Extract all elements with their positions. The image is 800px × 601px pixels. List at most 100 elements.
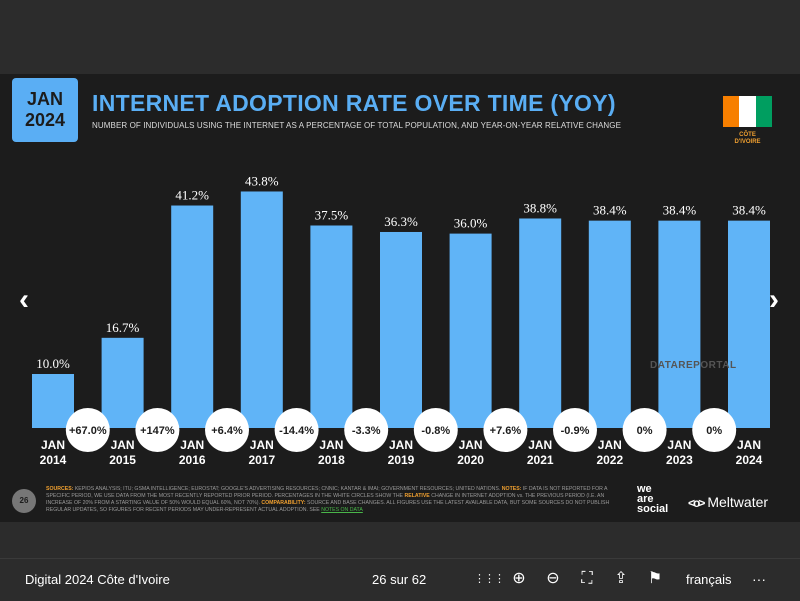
value-label-0: 10.0%	[36, 356, 70, 371]
sources-notes: SOURCES: KEPIOS ANALYSIS; ITU; GSMA INTE…	[46, 486, 612, 514]
value-label-8: 38.4%	[593, 203, 627, 218]
change-circle-9	[692, 408, 737, 452]
previous-slide-button[interactable]: ‹	[12, 282, 36, 318]
date-badge-month: JAN	[26, 89, 63, 109]
bar-4	[310, 225, 353, 428]
page-subtitle: NUMBER OF INDIVIDUALS USING THE INTERNET…	[92, 121, 622, 130]
category-label-8-line2: 2022	[596, 453, 623, 467]
change-circle-7	[553, 408, 597, 452]
category-label-9-line2: 2023	[666, 453, 693, 467]
category-label-7-line1: JAN	[528, 438, 552, 452]
bar-2	[171, 205, 214, 428]
change-label-4: -3.3%	[352, 425, 381, 437]
zoom-in-icon[interactable]: ⊕	[512, 570, 526, 587]
change-circle-4	[344, 408, 389, 452]
brand1-line2: are	[637, 493, 654, 505]
category-label-2-line2: 2016	[179, 453, 206, 467]
category-label-9-line1: JAN	[667, 438, 691, 452]
category-label-5-line2: 2019	[388, 453, 415, 467]
next-slide-button[interactable]: ›	[762, 282, 786, 318]
country-label-line2: D'IVOIRE	[734, 139, 761, 145]
category-label-2-line1: JAN	[180, 438, 204, 452]
viewer-toolbar	[0, 558, 800, 601]
change-circle-1	[135, 408, 180, 452]
country-label: CÔTE D'IVOIRE	[712, 132, 783, 146]
notes-on-data-link[interactable]: NOTES ON DATA	[321, 507, 363, 513]
category-label-4-line2: 2018	[318, 453, 345, 467]
change-label-2: +6.4%	[211, 425, 243, 437]
category-label-10-line1: JAN	[737, 438, 761, 452]
bar-9	[658, 220, 701, 428]
notes-label: NOTES:	[501, 486, 522, 492]
language-selector[interactable]: français	[686, 572, 732, 587]
notes-text2: CHANGE IN INTERNET ADOPTION vs. THE PREV…	[46, 493, 605, 506]
date-badge-year: 2024	[24, 110, 66, 130]
category-label-0-line2: 2014	[40, 453, 67, 467]
page-title: INTERNET ADOPTION RATE OVER TIME (YOY)	[92, 90, 616, 116]
category-label-10-line2: 2024	[736, 453, 763, 467]
document-title: Digital 2024 Côte d'Ivoire	[25, 572, 170, 587]
change-label-8: 0%	[637, 425, 653, 437]
zoom-out-icon[interactable]: ⊖	[546, 570, 560, 587]
bar-1	[101, 337, 144, 428]
value-label-9: 38.4%	[663, 203, 697, 218]
more-options-icon[interactable]: ···	[752, 571, 766, 587]
country-flag-icon	[723, 96, 772, 127]
datareportal-watermark: DATAREPORTAL	[650, 360, 737, 371]
meltwater-text: Meltwater	[707, 494, 769, 510]
change-circle-8	[622, 408, 667, 452]
change-circle-5	[413, 408, 458, 452]
relative-word: RELATIVE	[404, 493, 430, 499]
flag-stripe-white	[739, 96, 756, 127]
bar-7	[519, 218, 562, 428]
category-label-8-line1: JAN	[598, 438, 622, 452]
sources-label: SOURCES:	[46, 486, 74, 492]
sources-text: KEPIOS ANALYSIS; ITU; GSMA INTELLIGENCE;…	[74, 486, 501, 492]
share-icon[interactable]: ⇪	[614, 570, 628, 587]
brand1-line1: we	[637, 483, 652, 495]
slide-number: 26	[12, 489, 36, 513]
change-label-7: -0.9%	[561, 425, 590, 437]
category-label-6-line2: 2020	[457, 453, 484, 467]
date-badge: JAN 2024	[12, 78, 78, 142]
change-label-9: 0%	[706, 425, 722, 437]
grid-view-icon[interactable]: ⋮⋮⋮	[474, 573, 505, 585]
category-label-5-line1: JAN	[389, 438, 413, 452]
value-label-10: 38.4%	[732, 203, 766, 218]
bar-6	[449, 233, 492, 428]
notes-text: IF DATA IS NOT REPORTED FOR A SPECIFIC P…	[46, 486, 608, 499]
change-label-0: +67.0%	[69, 425, 107, 437]
category-label-3-line1: JAN	[250, 438, 274, 452]
change-circle-2	[205, 408, 249, 452]
change-circle-0	[65, 408, 110, 452]
category-label-1-line2: 2015	[109, 453, 136, 467]
chevron-left-icon: ‹	[19, 283, 29, 316]
bar-10	[728, 220, 770, 428]
bar-5	[380, 231, 422, 428]
category-label-4-line1: JAN	[319, 438, 343, 452]
change-label-3: -14.4%	[279, 425, 314, 437]
flag-report-icon[interactable]: ⚑	[647, 570, 663, 587]
bar-3	[240, 191, 283, 428]
category-label-3-line2: 2017	[248, 453, 275, 467]
country-label-line1: CÔTE	[739, 132, 756, 138]
bar-chart: 10.0%JAN201416.7%JAN201541.2%JAN201643.8…	[32, 173, 770, 467]
bar-8	[588, 220, 631, 428]
value-label-5: 36.3%	[384, 214, 418, 229]
chevron-right-icon: ›	[769, 283, 779, 316]
we-are-social-logo: we are social	[637, 483, 668, 515]
change-label-5: -0.8%	[421, 425, 450, 437]
value-label-3: 43.8%	[245, 173, 279, 188]
value-label-4: 37.5%	[315, 208, 349, 223]
comparability-label: COMPARABILITY:	[261, 500, 306, 506]
fullscreen-icon[interactable]: ⛶	[581, 570, 593, 587]
change-circle-6	[483, 408, 528, 452]
meltwater-icon: <o>	[688, 496, 705, 510]
value-label-2: 41.2%	[175, 188, 209, 203]
flag-stripe-orange	[723, 96, 740, 127]
page-counter: 26 sur 62	[372, 572, 427, 587]
change-label-1: +147%	[140, 425, 175, 437]
category-label-1-line1: JAN	[111, 438, 135, 452]
meltwater-logo: <o> Meltwater	[688, 494, 768, 510]
comparability-text: SOURCE AND BASE CHANGES. ALL FIGURES USE…	[46, 500, 610, 513]
